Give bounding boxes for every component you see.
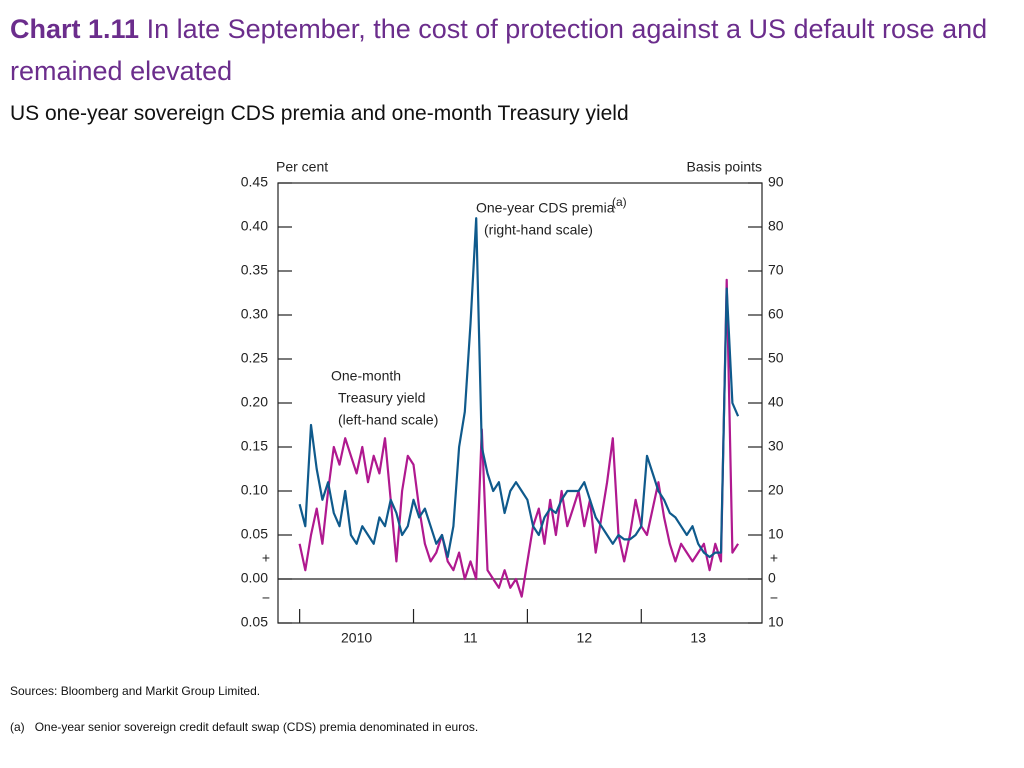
y-tick-label: 0.30	[241, 306, 268, 322]
annotation-marker: (a)	[612, 195, 627, 209]
footnote-text: One-year senior sovereign credit default…	[34, 720, 479, 734]
x-tick-label: 11	[463, 630, 478, 646]
x-tick-label: 12	[577, 630, 593, 646]
source: Sources: Bloomberg and Markit Group Limi…	[10, 684, 261, 698]
y2-tick-label: 50	[768, 350, 784, 366]
sign: +	[262, 550, 270, 566]
annotation: Treasury yield	[338, 390, 425, 406]
y-tick-label: 0.45	[241, 174, 268, 190]
footnote-marker: (a)	[10, 720, 25, 734]
annotation: One-year CDS premia	[476, 200, 615, 216]
y2-tick-label: 30	[768, 438, 784, 454]
y-tick-label: 0.15	[241, 438, 268, 454]
sign: −	[770, 590, 778, 606]
y2-axis-label: Basis points	[687, 159, 762, 175]
y-tick-label: 0.05	[241, 526, 268, 542]
subtitle: US one-year sovereign CDS premia and one…	[10, 102, 629, 125]
y2-tick-label: 80	[768, 218, 784, 234]
y-tick-label: 0.20	[241, 394, 268, 410]
annotation: One-month	[331, 368, 401, 384]
y2-tick-label: 60	[768, 306, 784, 322]
annotation: (right-hand scale)	[484, 222, 593, 238]
title: Chart 1.11 In late September, the cost o…	[10, 8, 1020, 92]
y-tick-label: 0.25	[241, 350, 268, 366]
title-text: In late September, the cost of protectio…	[10, 14, 988, 86]
chart: Per cent Basis points + − + − One-year C…	[241, 159, 784, 646]
y-tick-label: 0.05	[241, 614, 268, 630]
sign: −	[262, 590, 270, 606]
y2-tick-label: 90	[768, 174, 784, 190]
y-tick-label: 0.35	[241, 262, 268, 278]
footnote: (a) One-year senior sovereign credit def…	[10, 720, 478, 734]
sign: +	[770, 550, 778, 566]
y-tick-label: 0.40	[241, 218, 268, 234]
y2-tick-label: 20	[768, 482, 784, 498]
y2-tick-label: 70	[768, 262, 784, 278]
series-line	[298, 278, 740, 598]
annotation: (left-hand scale)	[338, 412, 438, 428]
x-tick-label: 2010	[341, 630, 372, 646]
y-tick-label: 0.10	[241, 482, 268, 498]
y2-tick-label: 40	[768, 394, 784, 410]
y-axis-label: Per cent	[276, 159, 328, 175]
x-tick-label: 13	[690, 630, 706, 646]
y2-tick-label: 10	[768, 614, 784, 630]
y2-tick-label: 10	[768, 526, 784, 542]
y-tick-label: 0.00	[241, 570, 268, 586]
series-line	[298, 217, 740, 559]
title-label: Chart 1.11	[10, 14, 140, 44]
y2-tick-label: 0	[768, 570, 776, 586]
